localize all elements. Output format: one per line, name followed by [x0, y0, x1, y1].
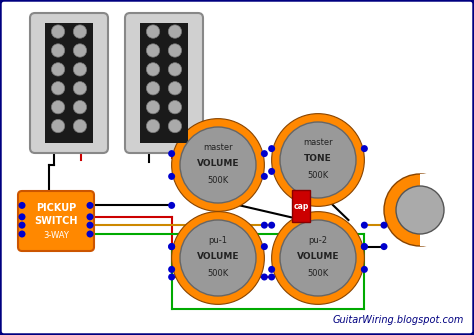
- Circle shape: [51, 44, 65, 57]
- Text: 500K: 500K: [307, 172, 328, 181]
- Circle shape: [172, 212, 264, 305]
- Circle shape: [268, 222, 275, 229]
- Text: VOLUME: VOLUME: [197, 158, 239, 168]
- Circle shape: [180, 220, 256, 296]
- Text: GuitarWiring.blogspot.com: GuitarWiring.blogspot.com: [333, 315, 464, 325]
- Text: master: master: [303, 138, 333, 147]
- Circle shape: [51, 63, 65, 76]
- Bar: [45, 23, 93, 143]
- Circle shape: [361, 222, 368, 229]
- Circle shape: [268, 266, 275, 273]
- Circle shape: [146, 119, 160, 133]
- FancyBboxPatch shape: [125, 13, 203, 153]
- Circle shape: [18, 230, 26, 238]
- Circle shape: [261, 243, 268, 250]
- Circle shape: [146, 100, 160, 114]
- Circle shape: [168, 266, 175, 273]
- Text: pu-1: pu-1: [209, 237, 228, 246]
- Text: master: master: [203, 143, 233, 152]
- Circle shape: [172, 119, 264, 211]
- Circle shape: [51, 100, 65, 114]
- Circle shape: [51, 82, 65, 95]
- Circle shape: [86, 213, 93, 220]
- Text: pu-2: pu-2: [309, 237, 328, 246]
- Circle shape: [384, 174, 456, 246]
- Circle shape: [261, 273, 268, 280]
- Circle shape: [381, 243, 388, 250]
- Circle shape: [146, 44, 160, 57]
- Circle shape: [146, 25, 160, 38]
- Circle shape: [168, 243, 175, 250]
- Circle shape: [168, 173, 175, 180]
- Circle shape: [268, 168, 275, 175]
- Circle shape: [73, 119, 87, 133]
- Circle shape: [268, 273, 275, 280]
- Circle shape: [51, 119, 65, 133]
- Circle shape: [86, 222, 93, 229]
- Circle shape: [168, 63, 182, 76]
- Circle shape: [146, 63, 160, 76]
- Circle shape: [51, 25, 65, 38]
- Text: VOLUME: VOLUME: [197, 252, 239, 261]
- Circle shape: [168, 100, 182, 114]
- Circle shape: [168, 150, 175, 157]
- Circle shape: [168, 44, 182, 57]
- Circle shape: [86, 202, 93, 209]
- Circle shape: [168, 25, 182, 38]
- Circle shape: [73, 25, 87, 38]
- Text: TONE: TONE: [304, 154, 332, 162]
- Circle shape: [73, 63, 87, 76]
- Text: SWITCH: SWITCH: [34, 216, 78, 226]
- Circle shape: [18, 222, 26, 229]
- Circle shape: [73, 100, 87, 114]
- Circle shape: [73, 44, 87, 57]
- FancyBboxPatch shape: [30, 13, 108, 153]
- Bar: [292, 190, 310, 222]
- Text: 500K: 500K: [207, 177, 228, 186]
- Circle shape: [168, 82, 182, 95]
- Circle shape: [272, 114, 365, 206]
- Circle shape: [396, 186, 444, 234]
- Circle shape: [73, 82, 87, 95]
- Circle shape: [261, 173, 268, 180]
- Text: 500K: 500K: [207, 269, 228, 278]
- Circle shape: [146, 82, 160, 95]
- Circle shape: [272, 212, 365, 305]
- FancyBboxPatch shape: [18, 191, 94, 251]
- Circle shape: [280, 122, 356, 198]
- Circle shape: [381, 222, 388, 229]
- Circle shape: [361, 145, 368, 152]
- Text: cap: cap: [293, 201, 309, 210]
- Circle shape: [361, 243, 368, 250]
- Circle shape: [268, 145, 275, 152]
- Circle shape: [361, 243, 368, 250]
- Circle shape: [180, 127, 256, 203]
- Text: VOLUME: VOLUME: [297, 252, 339, 261]
- Circle shape: [168, 273, 175, 280]
- Circle shape: [361, 266, 368, 273]
- Bar: [140, 23, 188, 143]
- Circle shape: [168, 202, 175, 209]
- Circle shape: [280, 220, 356, 296]
- Circle shape: [18, 202, 26, 209]
- Text: 500K: 500K: [307, 269, 328, 278]
- Circle shape: [18, 213, 26, 220]
- Circle shape: [168, 119, 182, 133]
- Circle shape: [168, 243, 175, 250]
- Bar: [420, 174, 458, 246]
- Circle shape: [86, 230, 93, 238]
- Text: PICKUP: PICKUP: [36, 203, 76, 213]
- Circle shape: [261, 150, 268, 157]
- Text: 3-WAY: 3-WAY: [43, 231, 69, 240]
- Circle shape: [261, 222, 268, 229]
